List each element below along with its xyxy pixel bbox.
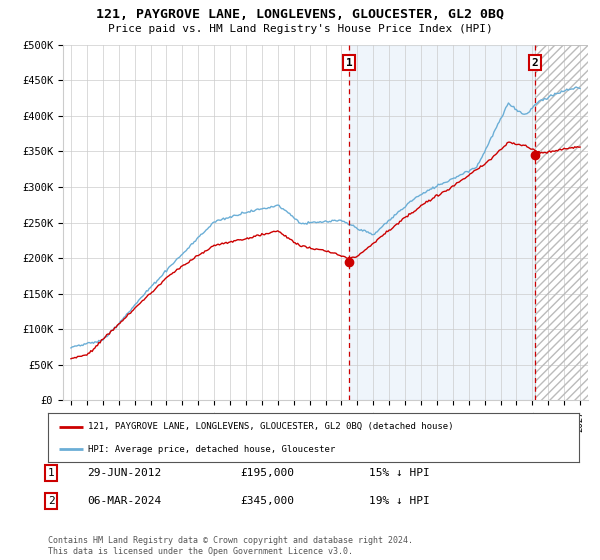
Text: 1: 1 [47,468,55,478]
Text: 15% ↓ HPI: 15% ↓ HPI [369,468,430,478]
Text: £345,000: £345,000 [240,496,294,506]
Text: 2: 2 [532,58,538,68]
Text: Price paid vs. HM Land Registry's House Price Index (HPI): Price paid vs. HM Land Registry's House … [107,24,493,34]
Text: £195,000: £195,000 [240,468,294,478]
Text: 29-JUN-2012: 29-JUN-2012 [87,468,161,478]
Text: 06-MAR-2024: 06-MAR-2024 [87,496,161,506]
Text: HPI: Average price, detached house, Gloucester: HPI: Average price, detached house, Glou… [88,445,335,454]
Text: 121, PAYGROVE LANE, LONGLEVENS, GLOUCESTER, GL2 0BQ: 121, PAYGROVE LANE, LONGLEVENS, GLOUCEST… [96,8,504,21]
Text: 121, PAYGROVE LANE, LONGLEVENS, GLOUCESTER, GL2 0BQ (detached house): 121, PAYGROVE LANE, LONGLEVENS, GLOUCEST… [88,422,454,431]
Text: 1: 1 [346,58,353,68]
Text: Contains HM Land Registry data © Crown copyright and database right 2024.
This d: Contains HM Land Registry data © Crown c… [48,536,413,556]
Bar [535,45,588,400]
Bar [349,45,535,400]
Text: 2: 2 [47,496,55,506]
Text: 19% ↓ HPI: 19% ↓ HPI [369,496,430,506]
